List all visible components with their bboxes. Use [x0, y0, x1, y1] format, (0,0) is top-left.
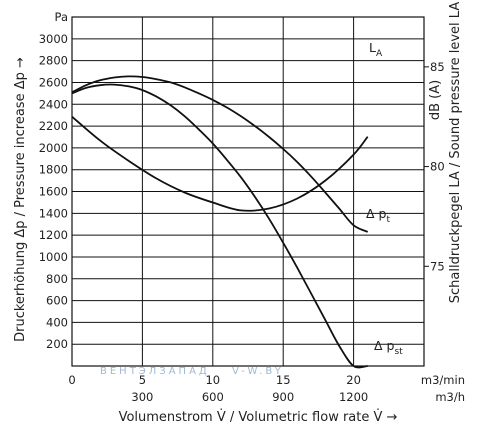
y-tick-label-8: 1800 — [39, 163, 68, 177]
watermark-text: ВЕНТЭЛЗАПАД — [100, 366, 210, 377]
series-line-pt — [71, 75, 369, 233]
series-label-sub-pst: st — [394, 347, 403, 357]
series-label-la: LA — [369, 40, 383, 59]
series-label-sub-la: A — [376, 49, 383, 59]
right-axis-title: Schalldruckpegel LA / Sound pressure lev… — [448, 0, 463, 303]
series-line-pst — [71, 83, 368, 369]
x-tick-label-4: 20 — [346, 373, 361, 387]
y-tick-label-12: 2600 — [39, 75, 68, 89]
series-label-main-la: L — [369, 40, 376, 55]
y-tick-label-13: 2800 — [39, 54, 68, 68]
x-axis-title: Volumenstrom V̇ / Volumetric flow rate V… — [119, 410, 398, 425]
y-tick-label-4: 1000 — [39, 250, 68, 264]
x-tick-label-1: 5 — [139, 373, 146, 387]
right-tick-label-2: 85 — [430, 60, 445, 74]
right-tick-label-1: 80 — [430, 160, 445, 174]
y-tick-label-9: 2000 — [39, 141, 68, 155]
y-tick-label-10: 2200 — [39, 119, 68, 133]
x-secondary-tick-label-3: 1200 — [339, 390, 368, 404]
right-axis-unit: dB (A) — [428, 80, 443, 120]
watermark-url: V-W.BY — [232, 366, 284, 377]
series-label-sub-pt: t — [386, 215, 390, 225]
y-tick-label-14: 3000 — [39, 32, 68, 46]
x-unit-primary: m3/min — [421, 373, 465, 387]
grid-layer — [71, 16, 425, 367]
y-unit-label: Pa — [55, 10, 68, 24]
y-tick-label-6: 1400 — [39, 206, 68, 220]
y-tick-label-7: 1600 — [39, 185, 68, 199]
x-tick-label-2: 10 — [205, 373, 220, 387]
x-tick-label-0: 0 — [68, 373, 75, 387]
y-tick-label-5: 1200 — [39, 228, 68, 242]
curves-layer — [71, 75, 369, 369]
series-label-main-pst: Δ p — [374, 338, 395, 353]
series-label-pst: Δ pst — [374, 338, 403, 357]
y-axis-title: Druckerhöhung Δp / Pressure increase Δp … — [13, 57, 28, 342]
y-tick-label-1: 400 — [46, 315, 68, 329]
x-secondary-tick-label-0: 300 — [131, 390, 153, 404]
series-label-pt: Δ pt — [366, 206, 390, 225]
labels-layer: Volumenstrom V̇ / Volumetric flow rate V… — [13, 0, 463, 425]
ticks-layer: 2004006008001000120014001600180020002200… — [39, 10, 465, 404]
right-tick-label-0: 75 — [430, 259, 445, 273]
series-label-main-pt: Δ p — [366, 206, 387, 221]
y-tick-label-3: 800 — [46, 272, 68, 286]
y-tick-label-11: 2400 — [39, 97, 68, 111]
x-tick-label-3: 15 — [276, 373, 291, 387]
x-secondary-tick-label-1: 600 — [202, 390, 224, 404]
series-line-la — [71, 116, 369, 212]
x-secondary-tick-label-2: 900 — [272, 390, 294, 404]
x-unit-secondary: m3/h — [435, 390, 465, 404]
y-tick-label-2: 600 — [46, 294, 68, 308]
y-tick-label-0: 200 — [46, 337, 68, 351]
